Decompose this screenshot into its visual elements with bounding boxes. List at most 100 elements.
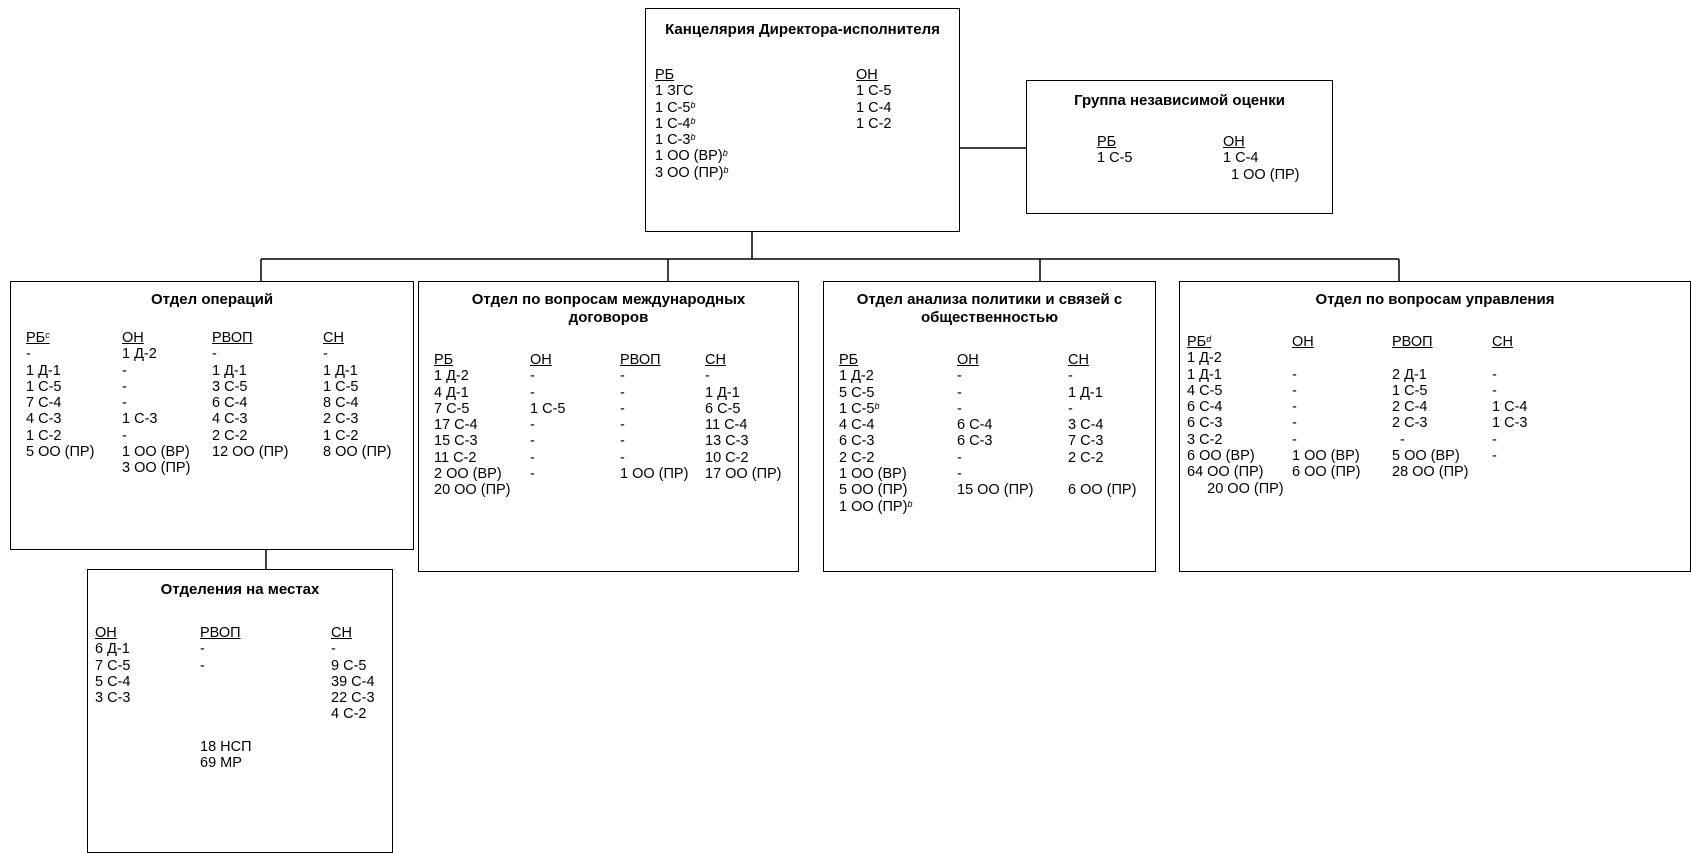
staff-line: 7 С-5 xyxy=(95,657,131,674)
staff-line: 6 С-3 xyxy=(1187,415,1223,432)
unit-title: Группа независимой оценки xyxy=(1074,92,1285,109)
staff-line: 6 С-5 xyxy=(705,400,741,417)
staff-line: 1 С-5 xyxy=(323,378,359,395)
staff-line: 4 С-3 xyxy=(26,411,62,428)
staff-line: 4 С-2 xyxy=(331,706,367,723)
staff-line xyxy=(200,690,252,706)
staff-line: 6 Д-1 xyxy=(95,641,130,658)
staff-line xyxy=(200,706,252,722)
staff-column-on: ОН - -1 С-5- - - - xyxy=(530,352,565,482)
staff-line: 17 С-4 xyxy=(434,417,478,434)
staff-line: 1 Д-1 xyxy=(1068,384,1103,401)
staff-line: 13 С-3 xyxy=(705,433,749,450)
staff-column-sn: СН -1 Д-1 1 С-5 8 С-4 2 С-3 1 С-2 8 ОО (ПР) xyxy=(323,330,391,460)
unit-title: Канцелярия Директора-исполнителя xyxy=(665,21,940,38)
column-header: РБ xyxy=(655,67,675,83)
staff-line: 15 С-3 xyxy=(434,433,478,450)
staff-line: 2 С-2 xyxy=(212,427,248,444)
footnote-mark: b xyxy=(690,99,696,110)
staff-line: 1 ОО (ВР) xyxy=(122,444,190,461)
staff-line: - xyxy=(1492,431,1497,448)
staff-line: 1 ОО (ВР) xyxy=(839,466,907,483)
staff-line: - xyxy=(1492,366,1497,383)
staff-line: 18 НСП xyxy=(200,739,252,756)
staff-line: 1 Д-2 xyxy=(839,368,874,385)
staff-line: 6 ОО (ВР) xyxy=(1187,448,1255,465)
staff-line: - xyxy=(957,400,962,417)
staff-line: 1 С-3 xyxy=(1492,415,1528,432)
staff-line: - xyxy=(1292,399,1297,416)
staff-line: 6 С-3 xyxy=(839,433,875,450)
staff-line: 6 С-4 xyxy=(957,417,993,434)
staff-column-rb: РБ 1 Д-2 5 С-5 1 С-5b 4 С-4 6 С-3 2 С-2 1 ОО (В… xyxy=(839,352,912,515)
staff-line xyxy=(1068,466,1136,482)
staff-line: 1 ЗГС xyxy=(655,83,694,100)
staff-line: - xyxy=(1392,431,1405,448)
staff-line: 6 ОО (ПР) xyxy=(1292,464,1361,481)
staff-line: 10 С-2 xyxy=(705,449,749,466)
staff-line: 6 С-4 xyxy=(212,395,248,412)
staff-line: - xyxy=(331,641,336,658)
staff-line: 2 С-2 xyxy=(1068,449,1104,466)
unit-box-executive-office: Канцелярия Директора-исполнителя РБ 1 ЗГС… xyxy=(645,8,960,232)
staff-line: - xyxy=(620,384,625,401)
staff-line: - xyxy=(705,368,710,385)
staff-line: - xyxy=(323,346,328,363)
staff-line: - xyxy=(122,395,127,412)
staff-column-on: ОН 1 С-5 1 С-4 1 С-2 xyxy=(856,67,891,132)
staff-line: - xyxy=(957,384,962,401)
staff-line: 1 С-5b xyxy=(839,400,880,417)
staff-line: 1 Д-2 xyxy=(434,368,469,385)
unit-title: Отдел по вопросам международных договоро… xyxy=(471,291,746,326)
staff-line: 2 С-2 xyxy=(839,449,875,466)
staff-line: 1 Д-1 xyxy=(26,362,61,379)
column-header: СН xyxy=(705,352,726,368)
column-header: ОН xyxy=(95,625,117,641)
staff-line: 17 ОО (ПР) xyxy=(705,466,782,483)
staff-line: 1 С-5 xyxy=(856,83,892,100)
staff-line: 1 С-2 xyxy=(856,115,892,132)
staff-line: - xyxy=(957,466,962,483)
column-header: ОН xyxy=(530,352,552,368)
staff-line: 1 С-5 xyxy=(26,378,62,395)
staff-line: - xyxy=(957,368,962,385)
footnote-mark: d xyxy=(1206,334,1212,344)
staff-column-rvop: РВОП -1 Д-1 3 С-5 6 С-4 4 С-3 2 С-2 12 ОО (ПР) xyxy=(212,330,289,460)
staff-column-sn: СН -1 Д-1-3 С-4 7 С-3 2 С-2 6 ОО (ПР) xyxy=(1068,352,1136,499)
staff-line: 1 С-4 xyxy=(856,99,892,116)
unit-title: Отделения на местах xyxy=(160,581,320,598)
staff-line: 1 С-5 xyxy=(1392,382,1428,399)
staff-line: 1 С-4 xyxy=(1223,150,1259,167)
footnote-mark: c xyxy=(45,330,50,340)
column-header: ОН xyxy=(1292,334,1314,350)
column-header: ОН xyxy=(856,67,878,83)
column-header: РБ xyxy=(839,352,859,368)
staff-line: - xyxy=(530,433,535,450)
column-header: РВОП xyxy=(1392,334,1433,350)
staff-line: 5 ОО (ПР) xyxy=(26,444,95,461)
staff-line: - xyxy=(620,400,625,417)
staff-column-rvop: РВОП - - - - - -1 ОО (ПР) xyxy=(620,352,688,482)
column-header: СН xyxy=(1492,334,1513,350)
column-header: РБd xyxy=(1187,334,1212,350)
footnote-mark: b xyxy=(723,164,729,175)
staff-line: 6 С-3 xyxy=(957,433,993,450)
staff-line: 2 С-3 xyxy=(1392,415,1428,432)
staff-column-sn: СН -9 С-5 39 С-4 22 С-3 4 С-2 xyxy=(331,625,375,723)
unit-title: Отдел анализа политики и связей с общест… xyxy=(856,291,1123,326)
staff-line: 1 С-3b xyxy=(655,132,696,149)
column-header: РБ xyxy=(434,352,454,368)
staff-line: 9 С-5 xyxy=(331,657,367,674)
staff-line: 1 С-3 xyxy=(122,411,158,428)
unit-title: Отдел операций xyxy=(150,291,274,308)
staff-line: - xyxy=(620,449,625,466)
staff-column-on: ОН 6 Д-1 7 С-5 5 С-4 3 С-3 xyxy=(95,625,130,706)
staff-line: 1 ОО (ВР) xyxy=(1292,448,1360,465)
staff-line: 5 С-5 xyxy=(839,384,875,401)
column-header: РБc xyxy=(26,330,50,346)
staff-line: 4 Д-1 xyxy=(434,384,469,401)
staff-line: - xyxy=(212,346,217,363)
staff-column-rb: РБ 1 Д-2 4 Д-1 7 С-5 17 С-4 15 С-3 11 С-2 2 ОО … xyxy=(434,352,511,499)
column-header: РВОП xyxy=(620,352,661,368)
staff-line: 1 С-5b xyxy=(655,99,696,116)
